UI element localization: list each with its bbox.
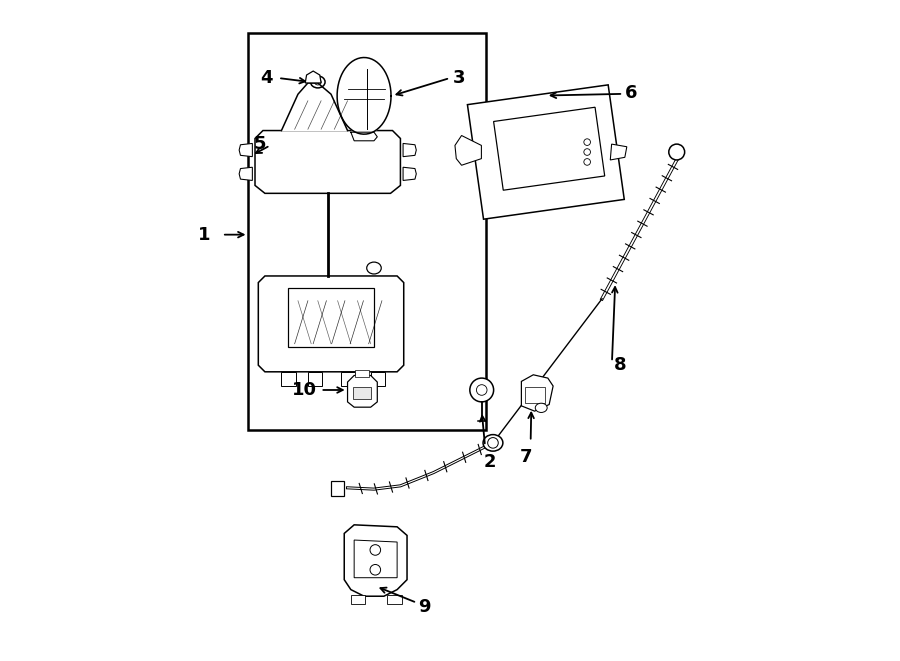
Polygon shape <box>344 525 407 596</box>
Bar <box>282 371 296 386</box>
Bar <box>288 288 374 347</box>
Polygon shape <box>338 58 391 134</box>
Polygon shape <box>403 143 417 157</box>
Text: 4: 4 <box>260 69 273 87</box>
Bar <box>387 595 401 604</box>
Polygon shape <box>258 276 404 371</box>
Bar <box>308 371 322 386</box>
Polygon shape <box>521 375 553 411</box>
Text: 7: 7 <box>520 448 532 466</box>
Text: 10: 10 <box>292 381 317 399</box>
Bar <box>248 33 486 430</box>
Bar <box>331 481 344 496</box>
Text: 5: 5 <box>254 135 266 153</box>
Circle shape <box>470 378 493 402</box>
Polygon shape <box>305 71 321 83</box>
Polygon shape <box>610 144 626 160</box>
Bar <box>356 370 369 377</box>
Polygon shape <box>351 132 377 141</box>
Text: 9: 9 <box>418 598 431 616</box>
Bar <box>371 371 385 386</box>
Polygon shape <box>467 85 625 219</box>
Text: 6: 6 <box>626 83 638 102</box>
Polygon shape <box>403 167 417 180</box>
Bar <box>525 387 544 403</box>
Ellipse shape <box>536 403 547 412</box>
Bar <box>341 371 356 386</box>
Bar <box>351 595 365 604</box>
Polygon shape <box>355 540 397 578</box>
Text: 3: 3 <box>454 69 466 87</box>
Polygon shape <box>455 136 482 165</box>
Ellipse shape <box>483 435 503 451</box>
Polygon shape <box>239 167 252 180</box>
Text: 8: 8 <box>614 356 626 374</box>
Bar <box>353 387 372 399</box>
Polygon shape <box>347 375 377 407</box>
Polygon shape <box>493 107 605 190</box>
Polygon shape <box>282 83 347 131</box>
Polygon shape <box>239 143 252 157</box>
Text: 2: 2 <box>483 453 496 471</box>
Polygon shape <box>255 131 400 193</box>
Circle shape <box>669 144 685 160</box>
Text: 1: 1 <box>198 225 211 244</box>
